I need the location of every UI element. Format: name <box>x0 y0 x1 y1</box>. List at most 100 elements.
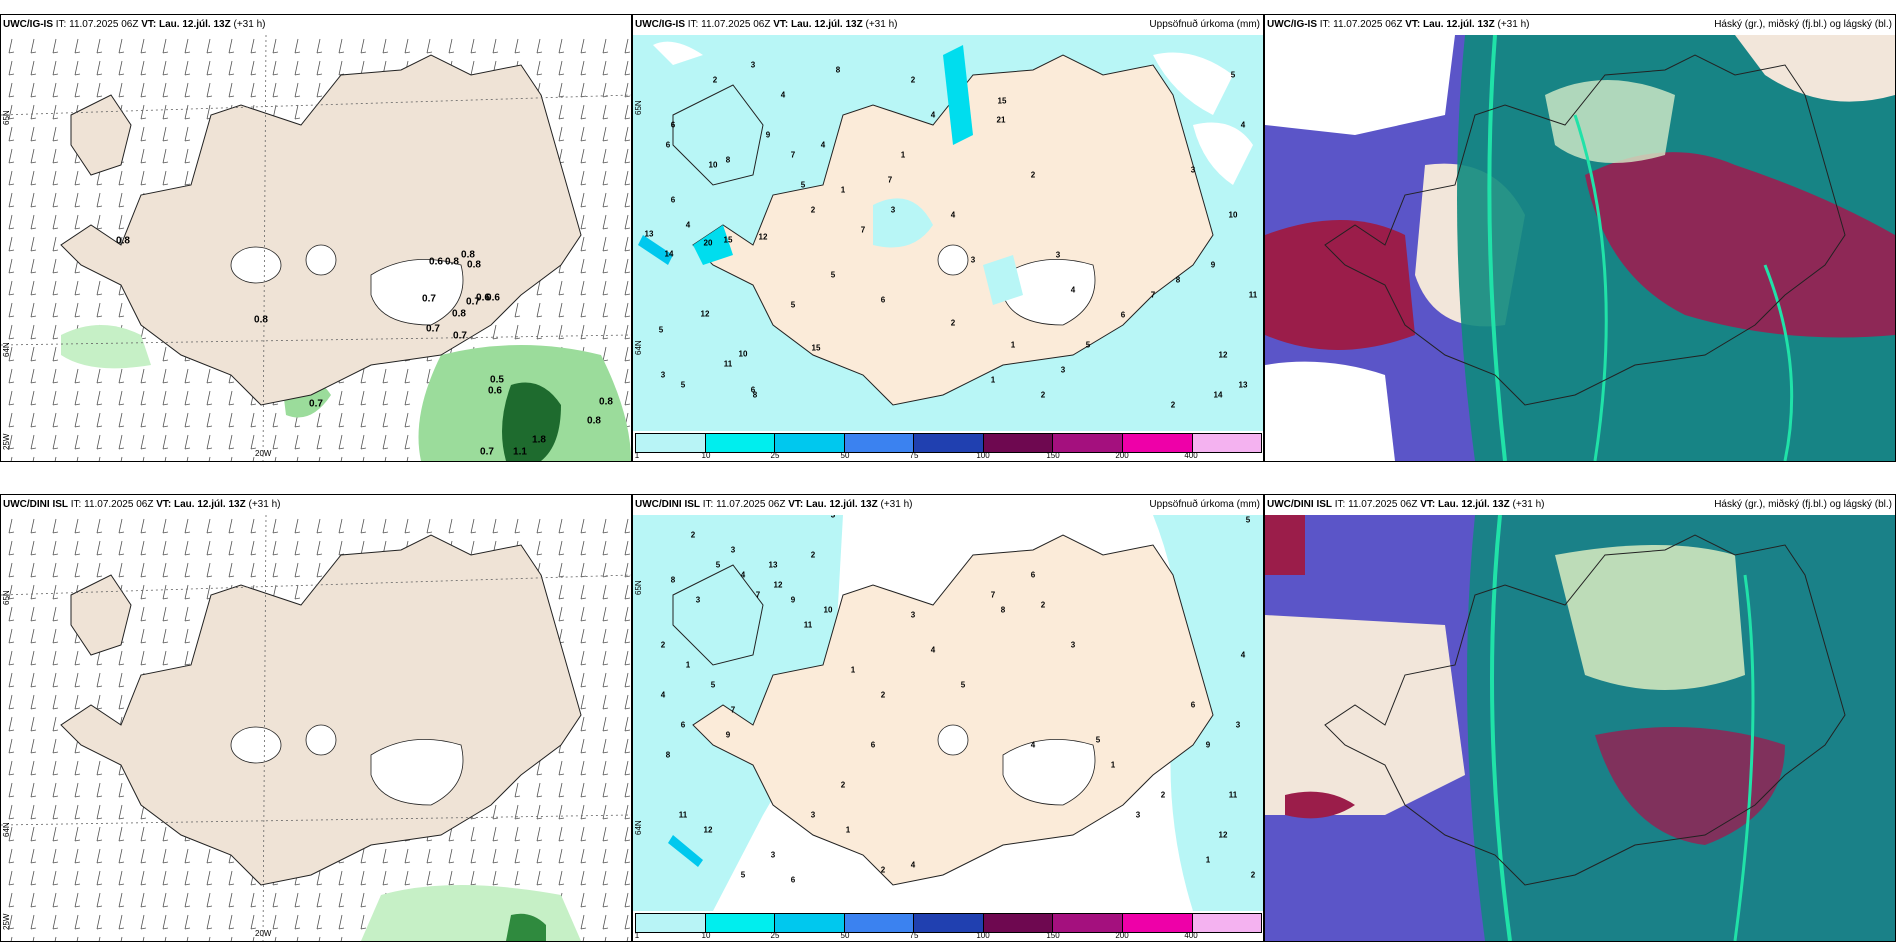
it-label: IT: <box>70 499 82 510</box>
vatnajokull-glacier <box>1002 259 1096 326</box>
precip-value: 4 <box>930 645 936 655</box>
it-label: IT: <box>1319 19 1331 30</box>
precip-value: 4 <box>1240 650 1246 660</box>
precip-value: 12 <box>1218 350 1228 360</box>
precip-value: 7 <box>990 590 996 600</box>
legend-tick: 400 <box>1184 451 1198 460</box>
precip-band <box>668 835 703 867</box>
precip-value: 2 <box>690 530 696 540</box>
iceland-landmass <box>60 54 582 406</box>
precip-value: 0.8 <box>599 396 613 408</box>
map-panel-precip-dini[interactable]: UWC/DINI ISL IT: 11.07.2025 06Z VT: Lau.… <box>632 494 1264 942</box>
precip-value: 3 <box>810 810 816 820</box>
precip-band <box>943 45 973 145</box>
legend-tick: 100 <box>976 451 990 460</box>
precip-value: 2 <box>1040 390 1046 400</box>
legend-tick: 10 <box>701 451 711 460</box>
precip-value: 1 <box>990 375 996 385</box>
precip-value: 3 <box>970 255 976 265</box>
legend-swatch <box>1053 434 1123 452</box>
precip-map <box>633 515 1263 911</box>
glacier <box>230 246 282 284</box>
precip-value: 13 <box>768 560 778 570</box>
precip-value: 8 <box>670 575 676 585</box>
panel-header: UWC/IG-IS IT: 11.07.2025 06Z VT: Lau. 12… <box>1 15 631 35</box>
lat-label: 65N <box>634 100 643 115</box>
cloud-map <box>1265 35 1895 461</box>
precip-value: 2 <box>1030 170 1036 180</box>
legend-swatch <box>1122 914 1193 932</box>
precip-value: 5 <box>740 870 746 880</box>
map-panel-wind-ig-is[interactable]: UWC/IG-IS IT: 11.07.2025 06Z VT: Lau. 12… <box>0 14 632 462</box>
precip-value: 3 <box>1060 365 1066 375</box>
model-label: UWC/IG-IS <box>635 19 685 30</box>
vt-value: Lau. 12.júl. 13Z <box>174 499 246 510</box>
map-panel-precip-ig-is[interactable]: UWC/IG-IS IT: 11.07.2025 06Z VT: Lau. 12… <box>632 14 1264 462</box>
lat-label: 64N <box>634 340 643 355</box>
precip-value: 3 <box>890 205 896 215</box>
panel-title: Háský (gr.), miðský (fj.bl.) og lágský (… <box>1714 499 1892 510</box>
land-clear <box>1265 615 1465 815</box>
legend-tick: 10 <box>701 931 711 940</box>
precip-value: 0.7 <box>422 293 436 305</box>
precip-value: 0.7 <box>309 398 323 410</box>
precip-value: 6 <box>790 875 796 885</box>
precip-core <box>502 382 561 461</box>
precip-value: 1 <box>1110 760 1116 770</box>
precip-value: 4 <box>1240 120 1246 130</box>
map-panel-clouds-ig-is[interactable]: UWC/IG-IS IT: 11.07.2025 06Z VT: Lau. 12… <box>1264 14 1896 462</box>
precip-value: 3 <box>1235 720 1241 730</box>
precip-value: 4 <box>1030 740 1036 750</box>
precip-value: 21 <box>996 115 1006 125</box>
precip-legend: 1 10 25 50 75 100 150 200 400 <box>633 911 1263 941</box>
map-panel-clouds-dini[interactable]: UWC/DINI ISL IT: 11.07.2025 06Z VT: Lau.… <box>1264 494 1896 942</box>
precip-value: 3 <box>660 370 666 380</box>
dry-area <box>1153 52 1233 115</box>
precip-value: 6 <box>1120 310 1126 320</box>
model-label: UWC/DINI ISL <box>3 499 68 510</box>
legend-tick: 100 <box>976 931 990 940</box>
vt-label: VT: <box>1405 19 1421 30</box>
cloud-edge <box>1573 114 1608 461</box>
precip-value: 0.7 <box>453 330 467 342</box>
precip-value: 4 <box>820 140 826 150</box>
precip-value: 9 <box>725 730 731 740</box>
precip-value: 7 <box>790 150 796 160</box>
precip-value: 6 <box>1030 570 1036 580</box>
iceland-coastline <box>1324 534 1846 886</box>
land-clear <box>1555 545 1745 690</box>
lon-label: 25W <box>2 433 11 450</box>
precip-value: 4 <box>660 690 666 700</box>
precip-area <box>361 885 581 941</box>
lon-label: 20W <box>255 929 272 938</box>
panel-header: UWC/IG-IS IT: 11.07.2025 06Z VT: Lau. 12… <box>633 15 1263 35</box>
precip-value: 2 <box>1040 600 1046 610</box>
precip-value: 15 <box>811 343 821 353</box>
legend-swatch <box>775 914 845 932</box>
precip-value: 0.7 <box>480 446 494 458</box>
precip-area <box>873 198 933 248</box>
precip-value: 11 <box>723 359 733 369</box>
precip-value: 10 <box>823 605 833 615</box>
vt-label: VT: <box>773 19 789 30</box>
land-clear <box>1545 80 1675 163</box>
precip-value: 2 <box>660 640 666 650</box>
precip-value: 2 <box>1170 400 1176 410</box>
precip-value: 8 <box>1000 605 1006 615</box>
precip-value: 15 <box>997 96 1007 106</box>
precip-value: 1 <box>845 825 851 835</box>
legend-tick: 400 <box>1184 931 1198 940</box>
lead-time: (+31 h) <box>1497 19 1530 30</box>
precip-value: 6 <box>670 120 676 130</box>
precip-value: 4 <box>950 210 956 220</box>
wind-map <box>1 515 631 941</box>
precip-value: 9 <box>1205 740 1211 750</box>
precip-value: 5 <box>800 180 806 190</box>
iceland-landmass <box>60 534 582 886</box>
precip-value: 11 <box>1248 290 1258 300</box>
precip-value: 3 <box>910 610 916 620</box>
vatnajokull-glacier <box>370 739 464 806</box>
vt-value: Lau. 12.júl. 13Z <box>1438 499 1510 510</box>
low-cloud-layer <box>1265 515 1305 575</box>
map-panel-wind-dini[interactable]: UWC/DINI ISL IT: 11.07.2025 06Z VT: Lau.… <box>0 494 632 942</box>
